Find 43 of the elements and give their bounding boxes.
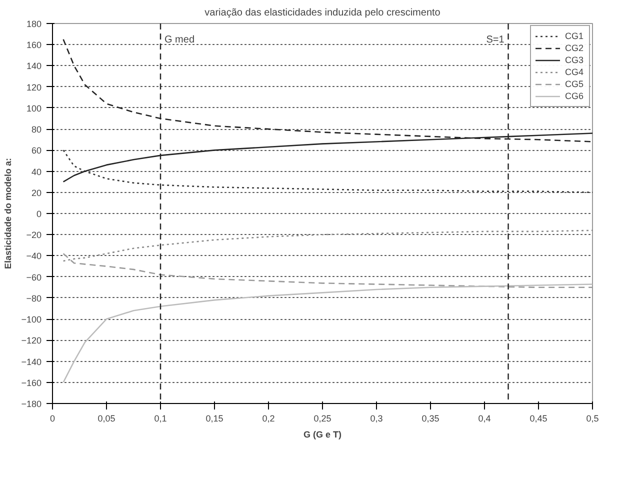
x-tick-label: 0,45 [530,414,548,424]
y-tick-label: −160 [21,378,42,388]
legend-label: CG6 [565,90,585,102]
y-tick-label: −80 [26,293,42,304]
ref-line-label: G med [164,34,195,46]
x-tick-label: 0,5 [586,414,599,424]
line-series [62,284,592,384]
y-tick-label: 60 [31,146,42,156]
x-tick-label: 0 [50,414,56,424]
y-tick-label: 100 [26,103,42,114]
y-tick-label: −20 [26,230,42,240]
x-tick-label: 0,25 [314,414,332,424]
x-tick-label: 0,35 [422,414,440,424]
y-tick-label: 180 [26,19,42,29]
y-tick-label: 140 [26,61,42,72]
chart-title: variação das elasticidades induzida pelo crescimento [204,8,441,18]
legend-label: CG1 [565,30,585,42]
x-tick-label: 0,15 [206,414,224,424]
x-tick-label: 0,05 [98,414,116,424]
y-axis-title: Elasticidade do modelo a: [3,158,14,270]
legend-label: CG5 [565,78,585,90]
y-tick-label: −40 [26,251,42,262]
line-series [62,230,592,262]
y-tick-label: 0 [36,209,42,219]
legend-label: CG3 [565,54,585,66]
annotation: S=1 [486,34,505,46]
y-tick-label: −120 [21,336,42,346]
x-tick-label: 0,3 [370,414,383,424]
y-tick-label: 40 [31,166,42,177]
y-tick-label: 120 [26,82,42,92]
legend-label: CG4 [565,66,585,78]
x-tick-label: 0,1 [154,414,167,424]
y-tick-label: −60 [26,272,42,282]
y-tick-label: 160 [26,40,42,50]
y-tick-label: −180 [21,399,42,409]
y-tick-label: −140 [21,356,42,367]
y-tick-label: 20 [31,188,42,198]
x-tick-label: 0,4 [478,414,491,424]
x-axis-title: G (G e T) [304,430,342,440]
y-tick-label: −100 [21,314,42,325]
y-tick-label: 80 [31,124,42,135]
legend-label: CG2 [565,42,585,54]
x-tick-label: 0,2 [262,414,275,424]
